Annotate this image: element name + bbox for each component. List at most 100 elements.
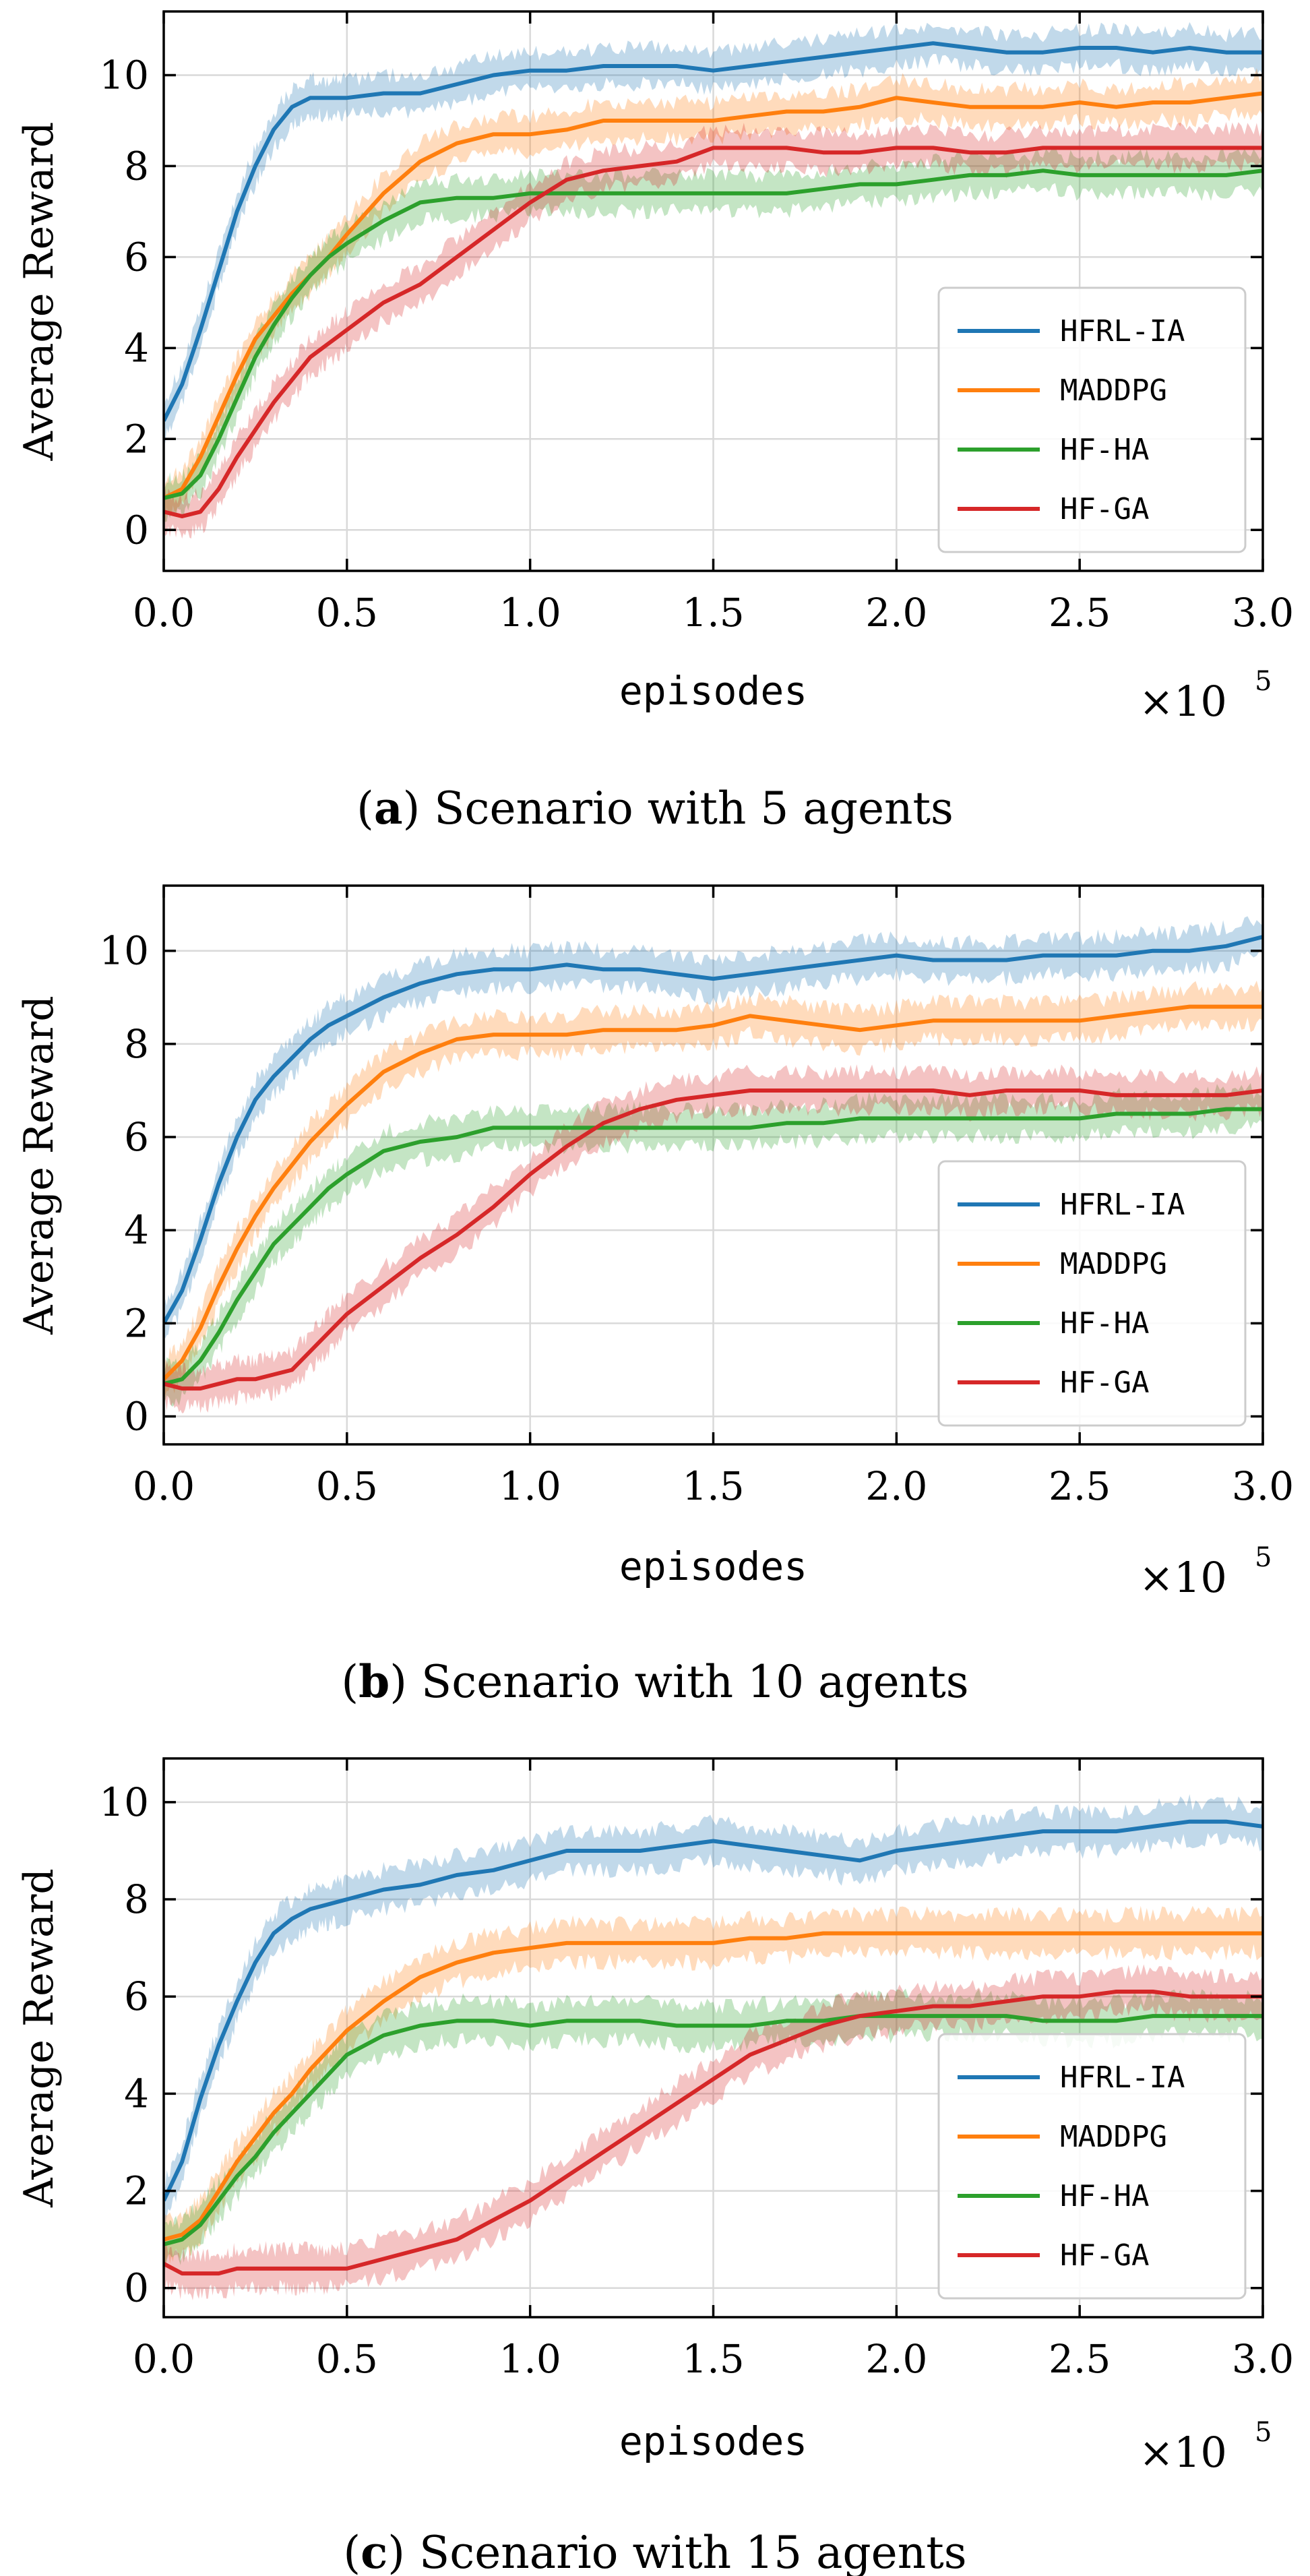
y-tick-label: 2 — [124, 1300, 149, 1346]
legend-label-maddpg: MADDPG — [1060, 2120, 1167, 2154]
legend-label-hf-ga: HF-GA — [1060, 1366, 1149, 1400]
legend-box — [937, 2033, 1247, 2300]
y-tick-label: 6 — [124, 1114, 149, 1160]
ticks: 0.0 0.5 1.0 1.5 2.0 2.5 3.0 0 2 4 6 8 10 — [99, 886, 1294, 1509]
y-axis-label: Average Reward — [15, 122, 63, 462]
series-line-maddpg — [164, 91, 1263, 500]
legend-label-hf-ga: HF-GA — [1060, 2238, 1149, 2273]
x-tick-label: 1.5 — [682, 2336, 744, 2382]
band-maddpg — [164, 1905, 1263, 2265]
legend: HFRL-IA MADDPG HF-HA HF-GA — [937, 286, 1247, 553]
series-line-hf-ha — [164, 2014, 1263, 2246]
x-tick-label: 2.5 — [1049, 2336, 1111, 2382]
legend: HFRL-IA MADDPG HF-HA HF-GA — [937, 1160, 1247, 1427]
legend-label-hfrl-ia: HFRL-IA — [1060, 1188, 1185, 1222]
x-tick-label: 3.0 — [1232, 590, 1294, 636]
legend-box — [937, 1160, 1247, 1427]
band-maddpg — [164, 981, 1263, 1403]
band-hf-ha — [164, 146, 1263, 522]
x-multiplier: ×10 — [1139, 677, 1227, 726]
series-line-hfrl-ia — [164, 1819, 1263, 2202]
plot-area — [164, 1794, 1263, 2300]
y-tick-label: 8 — [124, 1021, 149, 1067]
series-line-hf-ga — [164, 1990, 1263, 2276]
y-tick-label: 4 — [124, 2071, 149, 2116]
x-tick-label: 3.0 — [1232, 2336, 1294, 2382]
legend-label-hfrl-ia: HFRL-IA — [1060, 314, 1185, 348]
x-tick-label: 1.0 — [499, 590, 561, 636]
x-tick-label: 0.5 — [316, 1463, 378, 1509]
legend-label-hf-ha: HF-HA — [1060, 1306, 1149, 1341]
x-multiplier-exponent: 5 — [1255, 2417, 1272, 2448]
y-tick-label: 4 — [124, 325, 149, 371]
x-multiplier-exponent: 5 — [1255, 1542, 1272, 1573]
plot-area — [164, 22, 1263, 539]
x-axis-label: episodes — [619, 2418, 807, 2464]
legend-label-hf-ga: HF-GA — [1060, 492, 1149, 526]
caption: (a) Scenario with 5 agents — [356, 782, 954, 834]
x-tick-label: 2.0 — [865, 2336, 927, 2382]
legend-label-hf-ha: HF-HA — [1060, 2179, 1149, 2213]
caption-label: b — [358, 1655, 389, 1708]
series-line-hf-ha — [164, 1107, 1263, 1386]
series-line-hfrl-ia — [164, 41, 1263, 422]
ticks: 0.0 0.5 1.0 1.5 2.0 2.5 3.0 0 2 4 6 8 10 — [99, 1758, 1294, 2382]
band-hf-ga — [164, 1064, 1263, 1413]
y-tick-label: 0 — [124, 1394, 149, 1440]
y-tick-label: 2 — [124, 416, 149, 462]
chart-panel-a: 0.0 0.5 1.0 1.5 2.0 2.5 3.0 0 2 4 6 8 10 Average Rewa… — [15, 10, 1294, 834]
x-axis-label: episodes — [619, 1543, 807, 1589]
x-tick-label: 2.5 — [1049, 1463, 1111, 1509]
y-tick-label: 10 — [99, 1779, 149, 1825]
x-tick-label: 1.5 — [682, 1463, 744, 1509]
legend-label-hf-ha: HF-HA — [1060, 433, 1149, 467]
y-tick-label: 6 — [124, 1973, 149, 2019]
series-line-maddpg — [164, 1931, 1263, 2242]
legend-box — [937, 286, 1247, 553]
x-axis-label: episodes — [619, 668, 807, 714]
x-tick-label: 3.0 — [1232, 1463, 1294, 1509]
band-hfrl-ia — [164, 916, 1263, 1339]
y-tick-label: 0 — [124, 2265, 149, 2311]
caption: (b) Scenario with 10 agents — [341, 1655, 968, 1708]
y-tick-label: 8 — [124, 1876, 149, 1922]
x-tick-label: 1.5 — [682, 590, 744, 636]
y-tick-label: 8 — [124, 143, 149, 189]
band-hfrl-ia — [164, 22, 1263, 443]
y-axis-label: Average Reward — [15, 995, 63, 1335]
series-line-hf-ha — [164, 168, 1263, 500]
x-tick-label: 0.0 — [133, 590, 195, 636]
legend: HFRL-IA MADDPG HF-HA HF-GA — [937, 2033, 1247, 2300]
y-tick-label: 0 — [124, 507, 149, 553]
legend-label-hfrl-ia: HFRL-IA — [1060, 2060, 1185, 2095]
caption: (c) Scenario with 15 agents — [343, 2526, 966, 2576]
y-tick-label: 6 — [124, 234, 149, 280]
y-tick-label: 10 — [99, 52, 149, 98]
x-tick-label: 2.5 — [1049, 590, 1111, 636]
x-tick-label: 0.5 — [316, 590, 378, 636]
x-multiplier: ×10 — [1139, 2428, 1227, 2477]
y-tick-label: 2 — [124, 2168, 149, 2214]
ticks: 0.0 0.5 1.0 1.5 2.0 2.5 3.0 0 2 4 6 8 10 — [99, 11, 1294, 636]
series-line-hf-ga — [164, 146, 1263, 518]
series-line-maddpg — [164, 1004, 1263, 1381]
chart-panel-c: 0.0 0.5 1.0 1.5 2.0 2.5 3.0 0 2 4 6 8 10 Average Rewa… — [15, 1757, 1294, 2576]
x-tick-label: 1.0 — [499, 1463, 561, 1509]
band-hfrl-ia — [164, 1794, 1263, 2226]
band-maddpg — [164, 68, 1263, 522]
series-line-hf-ga — [164, 1088, 1263, 1391]
x-tick-label: 2.0 — [865, 1463, 927, 1509]
caption-label: a — [374, 782, 403, 834]
y-tick-label: 4 — [124, 1207, 149, 1253]
y-tick-label: 10 — [99, 928, 149, 974]
x-multiplier: ×10 — [1139, 1553, 1227, 1602]
x-tick-label: 0.5 — [316, 2336, 378, 2382]
plot-area — [164, 916, 1263, 1413]
series-line-hfrl-ia — [164, 935, 1263, 1324]
x-tick-label: 1.0 — [499, 2336, 561, 2382]
chart-panel-b: 0.0 0.5 1.0 1.5 2.0 2.5 3.0 0 2 4 6 8 10 Average Rewa… — [15, 884, 1294, 1708]
x-tick-label: 2.0 — [865, 590, 927, 636]
x-tick-label: 0.0 — [133, 2336, 195, 2382]
legend-label-maddpg: MADDPG — [1060, 373, 1167, 408]
